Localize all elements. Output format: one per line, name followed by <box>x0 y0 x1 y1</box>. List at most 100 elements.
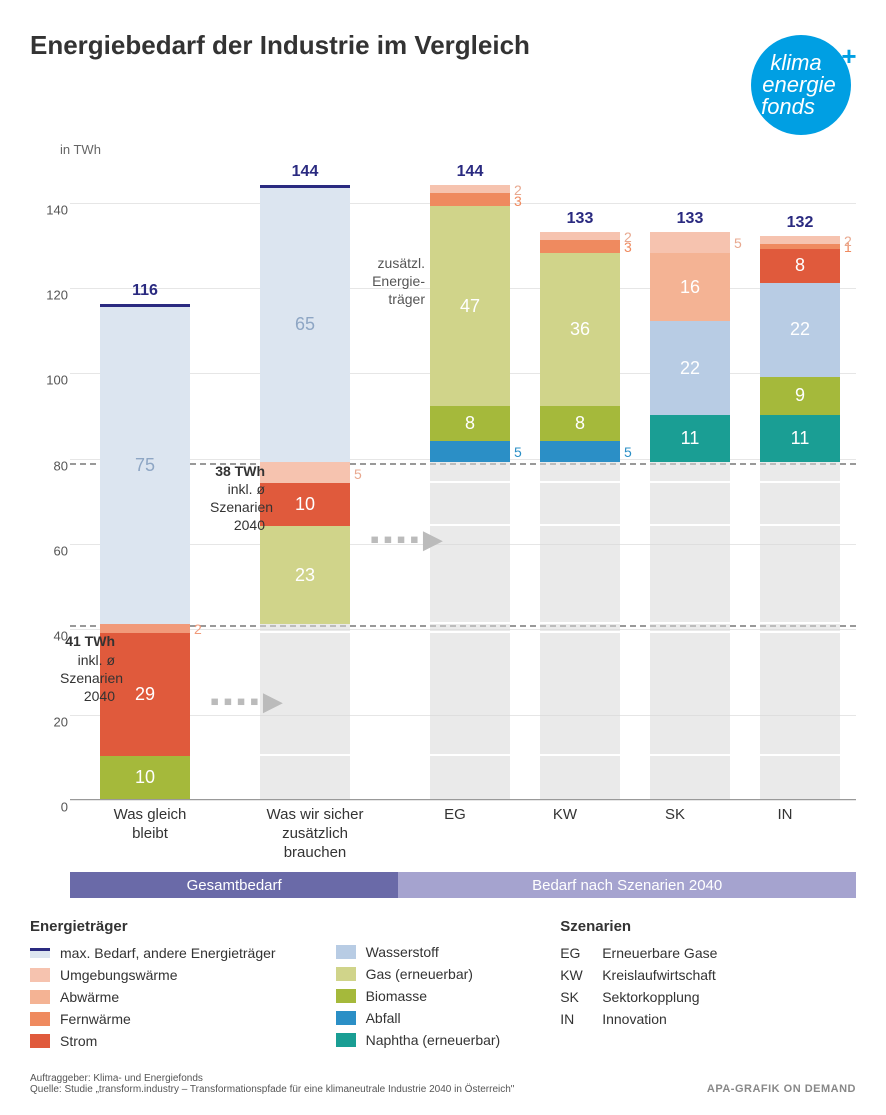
segment: 23 <box>260 526 350 624</box>
legend-label: max. Bedarf, andere Energieträger <box>60 945 276 961</box>
segment: 36 <box>540 253 620 407</box>
swatch <box>30 948 50 958</box>
section-label: Bedarf nach Szenarien 2040 <box>398 872 856 898</box>
segment <box>650 232 730 253</box>
legend-label: Fernwärme <box>60 1011 131 1027</box>
swatch <box>336 967 356 981</box>
legend-item: Gas (erneuerbar) <box>336 966 501 982</box>
legend-label: Abwärme <box>60 989 119 1005</box>
segment: 47 <box>430 206 510 407</box>
swatch <box>30 990 50 1004</box>
x-label: KW <box>510 806 620 862</box>
segment <box>430 441 510 462</box>
footer-source: Auftraggeber: Klima- und Energiefonds Qu… <box>30 1073 514 1095</box>
swatch <box>336 1011 356 1025</box>
side-label: 5 <box>734 235 742 251</box>
legends: Energieträger max. Bedarf, andere Energi… <box>30 918 856 1055</box>
legend-label: Umgebungswärme <box>60 967 178 983</box>
y-tick-label: 80 <box>40 458 68 473</box>
bar-c2: 231065 <box>260 185 350 624</box>
bar-c6: 119228 <box>760 236 840 462</box>
legend-energy-title: Energieträger <box>30 918 276 935</box>
legend-label: Gas (erneuerbar) <box>366 966 473 982</box>
legend-item: Strom <box>30 1033 276 1049</box>
legend-label: Biomasse <box>366 988 427 1004</box>
segment: 8 <box>760 249 840 283</box>
svg-text:fonds: fonds <box>761 94 815 119</box>
bar-c1: 102975 <box>100 304 190 799</box>
legend-item: Naphtha (erneuerbar) <box>336 1032 501 1048</box>
section-bar: GesamtbedarfBedarf nach Szenarien 2040 <box>70 872 856 898</box>
segment: 8 <box>430 406 510 440</box>
bar-c5: 112216 <box>650 232 730 462</box>
swatch <box>336 989 356 1003</box>
scenario-item: EGErneuerbare Gase <box>560 945 717 961</box>
x-label: EG <box>400 806 510 862</box>
swatch <box>30 1012 50 1026</box>
bar-c4: 836 <box>540 232 620 462</box>
gray-base <box>540 462 620 799</box>
arrow-icon: ▪▪▪▪▶ <box>210 686 287 717</box>
legend-label: Naphtha (erneuerbar) <box>366 1032 501 1048</box>
side-label: 5 <box>514 444 522 460</box>
legend-item: Umgebungswärme <box>30 967 276 983</box>
legend-energy: Energieträger max. Bedarf, andere Energi… <box>30 918 276 1055</box>
gray-base <box>430 462 510 799</box>
legend-item: max. Bedarf, andere Energieträger <box>30 945 276 961</box>
bar-total: 144 <box>430 163 510 181</box>
svg-text:+: + <box>841 41 856 71</box>
segment: 11 <box>650 415 730 462</box>
bar-total: 132 <box>760 214 840 232</box>
segment <box>540 240 620 253</box>
bar-c3: 847 <box>430 185 510 462</box>
segment: 10 <box>100 756 190 799</box>
side-label: 2 <box>194 621 202 637</box>
gray-base <box>650 462 730 799</box>
segment: 22 <box>650 321 730 415</box>
chart: in TWh 020406080100120140210297511652310… <box>65 160 856 800</box>
segment: 8 <box>540 406 620 440</box>
arrow-icon: ▪▪▪▪▶ <box>370 524 447 555</box>
segment: 22 <box>760 283 840 377</box>
y-tick-label: 100 <box>40 373 68 388</box>
page-title: Energiebedarf der Industrie im Vergleich <box>30 30 530 61</box>
swatch <box>336 945 356 959</box>
swatch <box>30 968 50 982</box>
y-tick-label: 20 <box>40 714 68 729</box>
note: 41 TWhinkl. øSzenarien2040 <box>60 632 115 705</box>
legend-item: Biomasse <box>336 988 501 1004</box>
side-label: 2 <box>624 229 632 245</box>
swatch <box>336 1033 356 1047</box>
y-tick-label: 120 <box>40 288 68 303</box>
side-label: 5 <box>624 444 632 460</box>
bar-total: 144 <box>260 163 350 181</box>
swatch <box>30 1034 50 1048</box>
segment <box>100 624 190 633</box>
bar-total: 116 <box>100 282 190 300</box>
segment <box>260 462 350 483</box>
scenario-item: KWKreislaufwirtschaft <box>560 967 717 983</box>
segment: 16 <box>650 253 730 321</box>
note: 38 TWhinkl. øSzenarien2040 <box>210 462 265 535</box>
segment <box>540 232 620 241</box>
segment: 75 <box>100 304 190 624</box>
footer-credit: APA-GRAFIK ON DEMAND <box>707 1083 856 1095</box>
y-tick-label: 140 <box>40 202 68 217</box>
x-label: SK <box>620 806 730 862</box>
legend-energy-2: WasserstoffGas (erneuerbar)BiomasseAbfal… <box>336 918 501 1055</box>
segment <box>760 236 840 245</box>
legend-item: Wasserstoff <box>336 944 501 960</box>
legend-scenarios: Szenarien EGErneuerbare GaseKWKreislaufw… <box>560 918 717 1055</box>
legend-label: Strom <box>60 1033 97 1049</box>
x-label: Was wir sicherzusätzlichbrauchen <box>230 806 400 862</box>
segment <box>430 193 510 206</box>
logo: klima energie fonds + <box>746 30 856 140</box>
legend-item: Abwärme <box>30 989 276 1005</box>
section-label: Gesamtbedarf <box>70 872 398 898</box>
plot-area: 0204060801001201402102975116523106514453… <box>70 160 856 800</box>
extra-label: zusätzl.Energie-träger <box>360 254 425 309</box>
segment <box>430 185 510 194</box>
gridline <box>70 800 856 801</box>
side-label: 2 <box>844 233 852 249</box>
x-label: IN <box>730 806 840 862</box>
